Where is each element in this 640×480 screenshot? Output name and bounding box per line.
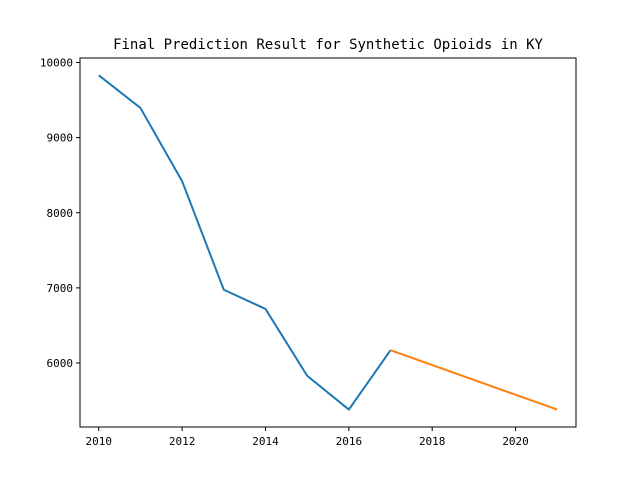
- y-tick-label: 7000: [47, 282, 74, 295]
- y-tick-label: 10000: [40, 57, 73, 70]
- y-tick-label: 6000: [47, 357, 74, 370]
- x-axis: 2010 2012 2014 2016 2018 2020: [86, 427, 529, 448]
- y-tick-label: 8000: [47, 207, 74, 220]
- x-tick-label: 2016: [336, 435, 363, 448]
- plot-frame: [79, 57, 577, 428]
- series-line-2: [390, 349, 558, 411]
- y-axis: 6000 7000 8000 9000 10000: [40, 57, 80, 370]
- series-layer: [98, 74, 558, 411]
- y-tick-label: 9000: [47, 132, 74, 145]
- x-tick-label: 2012: [169, 435, 196, 448]
- x-tick-label: 2020: [502, 435, 529, 448]
- x-tick-label: 2014: [252, 435, 279, 448]
- x-tick-label: 2010: [86, 435, 113, 448]
- chart-title: Final Prediction Result for Synthetic Op…: [113, 37, 543, 53]
- x-tick-label: 2018: [419, 435, 446, 448]
- series-line-1: [98, 74, 392, 411]
